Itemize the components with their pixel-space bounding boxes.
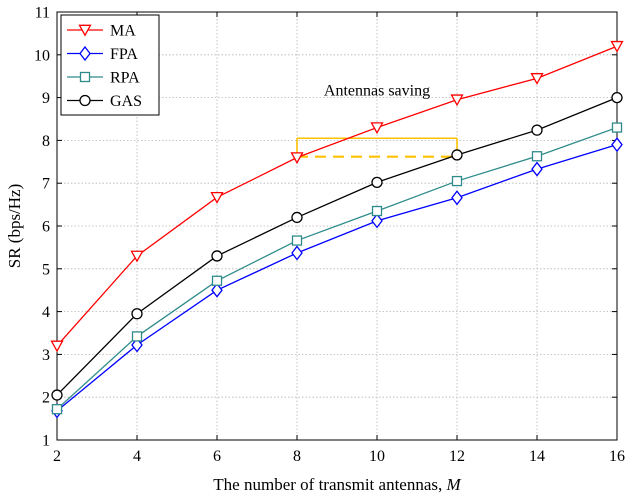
legend-label-rpa: RPA (110, 70, 140, 87)
series-line-fpa (56, 144, 618, 412)
legend-marker-gas (79, 94, 91, 107)
data-point-ma (530, 73, 544, 85)
data-point-gas (211, 250, 223, 262)
x-tick-label: 12 (449, 448, 465, 465)
y-tick-label: 8 (42, 133, 50, 150)
series-group (50, 40, 624, 419)
legend-label-gas: GAS (110, 93, 142, 110)
data-point-fpa (371, 213, 383, 229)
data-point-ma (370, 122, 384, 135)
data-point-rpa (291, 235, 303, 246)
data-point-fpa (451, 190, 463, 206)
y-tick-label: 1 (42, 433, 50, 450)
data-point-rpa (451, 175, 463, 187)
data-point-ma (610, 40, 624, 53)
y-axis-label: SR (bps/Hz) (5, 184, 24, 269)
data-point-fpa (611, 137, 623, 153)
data-point-rpa (531, 151, 543, 162)
data-point-rpa (131, 331, 143, 342)
legend-marker-ma (78, 24, 92, 37)
data-point-gas (611, 91, 623, 104)
x-tick-label: 14 (529, 448, 545, 465)
annotation-antennas-saving: Antennas saving (296, 82, 458, 158)
legend-label-fpa: FPA (110, 46, 138, 63)
data-point-fpa (291, 245, 303, 261)
legend-box (60, 14, 160, 116)
series-line-ma (56, 45, 618, 347)
y-tick-label: 10 (34, 47, 50, 64)
data-point-gas (531, 124, 543, 136)
data-point-ma (210, 191, 224, 204)
data-point-fpa (211, 282, 223, 298)
legend: MA FPA RPA GAS (60, 14, 160, 116)
data-point-rpa (371, 205, 383, 217)
legend-label-ma: MA (110, 23, 136, 40)
data-point-fpa (531, 161, 543, 177)
y-tick-label: 4 (42, 304, 50, 321)
x-tick-label: 8 (293, 448, 301, 465)
y-tick-label: 11 (35, 5, 50, 22)
x-tick-label: 16 (609, 448, 625, 465)
legend-marker-fpa (79, 45, 91, 62)
x-tick-label: 2 (53, 448, 61, 465)
y-tick-label: 5 (42, 261, 50, 278)
x-tick-label: 10 (369, 448, 385, 465)
data-point-gas (371, 176, 383, 188)
data-point-ma (290, 152, 304, 165)
y-tick-label: 3 (42, 347, 50, 364)
y-tick-label: 9 (42, 90, 50, 107)
y-tick-label: 7 (42, 176, 50, 193)
data-point-gas (451, 149, 463, 161)
legend-marker-rpa (79, 71, 91, 83)
x-tick-label: 4 (133, 448, 141, 465)
series-line-gas (56, 96, 618, 396)
data-point-gas (131, 308, 143, 320)
y-tick-label: 2 (42, 390, 50, 407)
data-point-gas (51, 389, 63, 401)
series-line-rpa (56, 126, 618, 410)
data-point-fpa (131, 337, 143, 353)
y-tick-label: 6 (42, 219, 50, 236)
grid-lines (57, 12, 617, 440)
x-tick-label: 6 (213, 448, 221, 465)
data-point-rpa (51, 404, 63, 415)
data-point-ma (130, 250, 144, 263)
x-axis-label: The number of transmit antennas, M (213, 475, 461, 494)
data-point-ma (50, 340, 64, 353)
data-point-rpa (211, 275, 223, 286)
data-point-rpa (611, 122, 623, 133)
annotation-text: Antennas saving (324, 82, 430, 99)
data-point-ma (450, 94, 464, 107)
data-point-gas (291, 211, 303, 224)
